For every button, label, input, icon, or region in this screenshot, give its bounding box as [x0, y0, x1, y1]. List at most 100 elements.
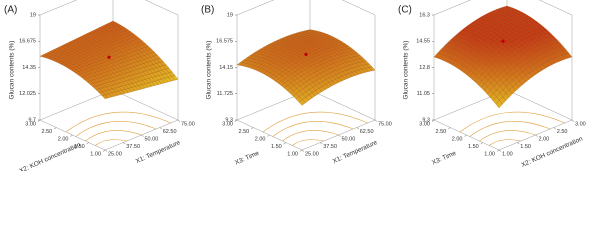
x-tick-label: 2.00: [58, 136, 69, 142]
y-tick-label: 1.50: [520, 144, 531, 150]
contour: [85, 130, 142, 142]
y-tick: [177, 119, 181, 122]
x-tick-label: 2.50: [42, 129, 53, 135]
y-tick-label: 2.50: [557, 129, 568, 135]
z-tick-label: 9.3: [225, 117, 233, 123]
contour: [479, 130, 536, 142]
y-tick-label: 62.50: [360, 129, 374, 135]
contour: [262, 111, 368, 133]
z-axis-title: Glucan contents (%): [9, 41, 16, 100]
z-tick-label: 14.55: [416, 39, 430, 45]
y-tick: [338, 134, 341, 137]
z-tick-label: 9.7: [28, 117, 36, 123]
y-tick-label: 1.00: [502, 151, 513, 157]
z-tick-label: 16.3: [419, 12, 430, 18]
y-tick-label: 3.00: [575, 121, 586, 127]
box-edge: [341, 0, 376, 16]
contour: [459, 111, 565, 133]
x-axis-title: X2: KOH concentration: [18, 141, 82, 171]
box-edge: [144, 0, 179, 16]
z-tick-label: 16.575: [216, 39, 233, 45]
y-tick-label: 25.00: [305, 151, 319, 157]
y-tick: [301, 149, 305, 152]
x-tick: [448, 127, 451, 130]
box-edge: [433, 0, 472, 16]
y-tick: [374, 119, 378, 122]
y-tick-label: 25.00: [108, 151, 122, 157]
surface-cell: [101, 94, 109, 99]
x-tick: [86, 142, 89, 145]
chart-panel: 19 16.675 14.35 12.025 9.73.00 2.50 2.00 1.50 1.…: [4, 0, 195, 171]
y-tick-label: 75.00: [378, 121, 392, 127]
x-tick: [234, 119, 238, 122]
x-tick: [54, 127, 57, 130]
x-tick: [37, 119, 41, 122]
x-tick-label: 2.00: [255, 136, 266, 142]
contour: [65, 111, 171, 133]
y-axis-title: X2: KOH concentration: [520, 135, 584, 169]
y-tick-label: 75.00: [181, 121, 195, 127]
contour: [489, 139, 521, 146]
contour: [75, 120, 157, 137]
z-axis-title: Glucan contents (%): [206, 41, 213, 100]
y-tick-label: 50.00: [145, 136, 159, 142]
figure: 1916.67514.3512.0259.73.002.502.001.501.…: [4, 0, 586, 171]
z-tick-label: 11.725: [217, 91, 233, 97]
y-tick: [571, 119, 575, 122]
x-tick: [431, 119, 435, 122]
box-edge: [39, 0, 78, 16]
x-tick: [299, 149, 303, 152]
x-tick: [251, 127, 254, 130]
surface-cell: [298, 99, 306, 106]
z-tick-label: 19: [30, 12, 36, 18]
x-axis-title: X3: Time: [431, 150, 458, 167]
y-tick: [123, 142, 126, 145]
contour: [292, 139, 324, 146]
y-tick: [517, 142, 520, 145]
x-tick: [102, 149, 106, 152]
x-tick-label: 2.50: [436, 129, 447, 135]
z-tick-label: 19: [227, 12, 233, 18]
y-tick: [553, 127, 556, 130]
x-tick-label: 3.00: [222, 121, 233, 127]
x-tick-label: 1.00: [90, 151, 101, 157]
panel-label: (C): [398, 5, 412, 16]
center-point: [501, 39, 505, 43]
y-tick-label: 37.50: [323, 144, 337, 150]
y-tick: [535, 134, 538, 137]
center-point: [304, 52, 308, 56]
x-tick: [480, 142, 483, 145]
x-tick: [283, 142, 286, 145]
box-edge: [309, 89, 376, 121]
chart-panel: 19 16.575 14.15 11.725 9.33.00 2.50 2.00 1.50 1.…: [201, 0, 392, 167]
surface-cell: [495, 100, 503, 109]
y-tick: [320, 142, 323, 145]
contour: [469, 120, 551, 137]
x-tick: [496, 149, 500, 152]
z-tick-label: 12.8: [419, 65, 430, 71]
z-tick-label: 14.35: [22, 65, 36, 71]
box-edge: [506, 89, 573, 121]
contour: [282, 130, 339, 142]
z-axis-title: Glucan contents (%): [403, 41, 410, 100]
box-edge: [112, 89, 179, 121]
y-tick-label: 2.00: [539, 136, 550, 142]
z-tick-label: 14.15: [219, 65, 233, 71]
y-tick-label: 37.50: [126, 144, 140, 150]
chart-panel: 16.314.5512.811.059.33.002.502.001.501.0…: [398, 0, 586, 169]
x-tick-label: 3.00: [419, 121, 430, 127]
z-tick-label: 16.675: [19, 39, 36, 45]
x-tick-label: 1.50: [468, 144, 479, 150]
x-tick-label: 1.50: [271, 144, 282, 150]
x-tick-label: 2.00: [452, 136, 463, 142]
y-axis-title: X1: Temperature: [135, 139, 182, 165]
y-tick: [159, 127, 162, 130]
y-tick: [141, 134, 144, 137]
center-point: [107, 55, 111, 59]
x-tick: [70, 134, 73, 137]
box-edge: [538, 0, 573, 16]
z-tick-label: 11.05: [417, 91, 430, 97]
x-tick-label: 1.50: [74, 144, 85, 150]
contour: [95, 139, 127, 146]
x-tick-label: 1.00: [287, 151, 298, 157]
